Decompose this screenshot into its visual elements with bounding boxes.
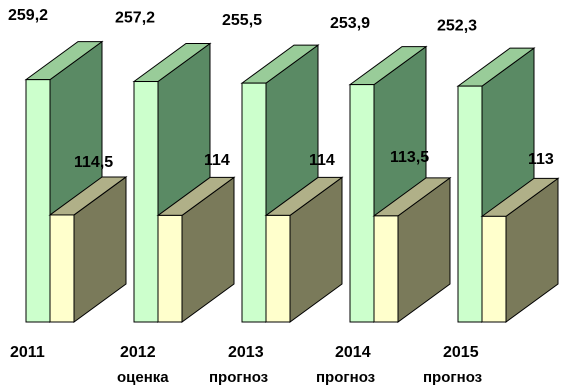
bar-short-front	[265, 214, 291, 323]
x-tick-label: 2014	[335, 344, 371, 361]
bar-group	[132, 42, 236, 323]
bar-short	[372, 176, 452, 323]
data-label: 255,5	[222, 12, 262, 29]
bar-short	[480, 177, 560, 323]
x-tick-label: 2015	[443, 344, 479, 361]
bar-tall-front	[241, 82, 267, 323]
bar-tall-front	[457, 85, 483, 323]
data-label: 257,2	[115, 10, 155, 27]
bar-tall-front	[25, 79, 51, 323]
data-label: 259,2	[8, 7, 48, 24]
bar-tall-front	[349, 84, 375, 323]
x-tick-sublabel: оценка	[117, 369, 169, 386]
bar-short-front	[157, 214, 183, 323]
x-tick-label: 2011	[10, 344, 45, 361]
bar-short-front	[481, 215, 507, 323]
data-label: 113,5	[390, 149, 429, 166]
data-label: 113	[528, 151, 554, 168]
data-label: 114	[309, 152, 335, 169]
bar-short	[264, 176, 344, 323]
bar-short-front	[49, 214, 75, 323]
bar-short	[48, 175, 128, 323]
x-tick-label: 2013	[228, 344, 264, 361]
x-tick-sublabel: прогноз	[209, 369, 268, 386]
data-label: 252,3	[437, 17, 477, 34]
bar-short-front	[373, 215, 399, 323]
data-label: 114	[204, 152, 230, 169]
bar-group	[24, 40, 128, 323]
bar-group	[456, 47, 560, 323]
bar-tall-front	[133, 81, 159, 323]
x-tick-label: 2012	[120, 344, 156, 361]
bar-short	[156, 176, 236, 323]
bar-group	[240, 44, 344, 323]
bar-group	[348, 45, 452, 323]
x-tick-sublabel: прогноз	[423, 369, 482, 386]
data-label: 253,9	[330, 15, 370, 32]
data-label: 114,5	[74, 154, 113, 171]
x-tick-sublabel: прогноз	[316, 369, 375, 386]
